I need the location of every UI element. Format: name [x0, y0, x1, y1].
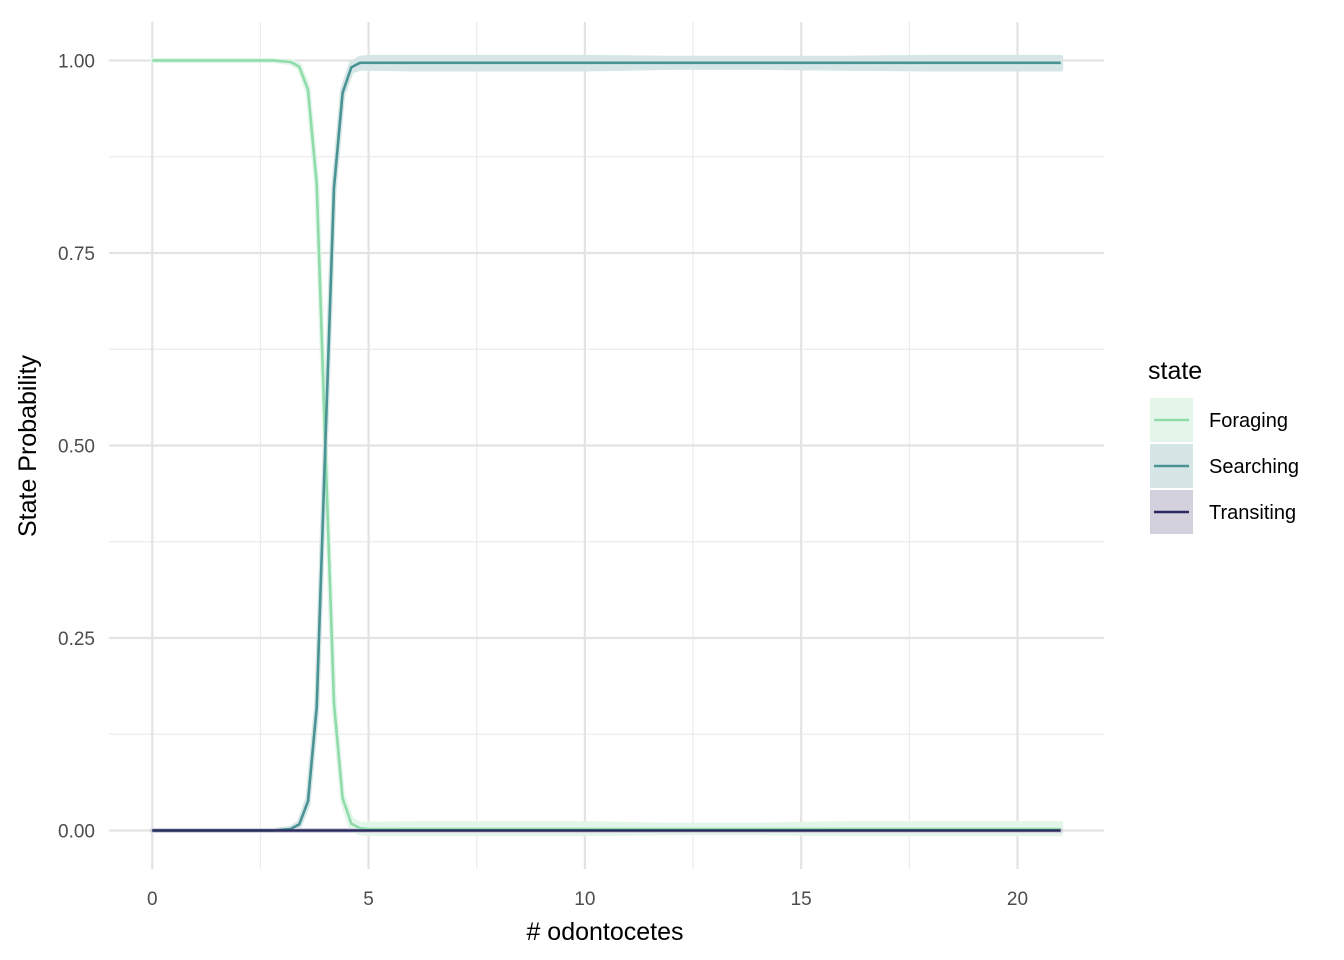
- x-tick-label: 15: [791, 889, 812, 910]
- x-tick-label: 5: [363, 889, 374, 910]
- grid-layer: [109, 22, 1104, 869]
- line-searching: [152, 61, 1061, 832]
- ribbon-foraging: [149, 58, 1064, 837]
- y-axis-ticks: 0.00 0.25 0.50 0.75 1.00: [58, 52, 95, 843]
- ribbon-searching: [149, 54, 1064, 833]
- x-tick-label: 0: [147, 889, 158, 910]
- y-tick-label: 1.00: [58, 52, 95, 73]
- legend-label-foraging: Foraging: [1209, 410, 1288, 432]
- series-lines: [152, 59, 1061, 832]
- y-tick-label: 0.50: [58, 437, 95, 458]
- legend-label-transiting: Transiting: [1209, 502, 1296, 524]
- legend-label-searching: Searching: [1209, 456, 1299, 478]
- y-tick-label: 0.00: [58, 822, 95, 843]
- y-tick-label: 0.75: [58, 244, 95, 265]
- legend-items: Foraging Searching Transiting: [1150, 398, 1299, 534]
- legend: state Foraging Searching Transiting: [1148, 357, 1299, 534]
- line-foraging: [152, 59, 1061, 831]
- x-tick-label: 20: [1007, 889, 1028, 910]
- x-tick-label: 10: [574, 889, 595, 910]
- y-tick-label: 0.25: [58, 629, 95, 650]
- legend-title: state: [1148, 357, 1202, 385]
- y-axis-title: State Probability: [14, 354, 42, 537]
- x-axis-ticks: 0 5 10 15 20: [147, 889, 1028, 910]
- x-axis-title: # odontocetes: [526, 918, 683, 946]
